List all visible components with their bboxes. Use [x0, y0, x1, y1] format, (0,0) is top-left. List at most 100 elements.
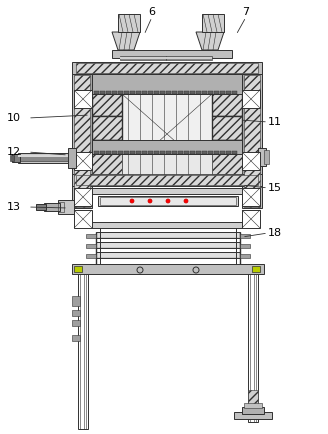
Bar — [240, 254, 250, 258]
Bar — [72, 62, 262, 74]
Bar — [240, 244, 250, 248]
Bar — [92, 188, 242, 194]
Bar — [118, 151, 123, 154]
Bar — [136, 151, 141, 154]
Bar — [232, 91, 237, 94]
Bar — [208, 91, 213, 94]
Bar — [244, 403, 262, 408]
Bar — [74, 90, 92, 108]
Bar — [94, 91, 99, 94]
Bar — [74, 210, 92, 228]
Text: 15: 15 — [268, 183, 282, 193]
Bar — [98, 196, 238, 206]
Bar — [100, 91, 105, 94]
Text: 7: 7 — [242, 7, 250, 17]
Bar — [74, 152, 92, 170]
Bar — [112, 50, 232, 58]
Bar — [18, 155, 76, 161]
Bar — [74, 266, 82, 272]
Bar — [78, 274, 88, 429]
Bar — [97, 253, 239, 257]
Bar — [100, 197, 236, 205]
Bar — [124, 91, 129, 94]
Bar — [232, 151, 237, 154]
Bar — [220, 91, 225, 94]
Bar — [248, 390, 258, 412]
Bar — [208, 151, 213, 154]
Bar — [68, 148, 76, 168]
Bar — [86, 234, 96, 238]
Text: 13: 13 — [7, 202, 21, 212]
Bar — [202, 14, 224, 32]
Bar — [96, 242, 240, 248]
Bar — [226, 151, 231, 154]
Bar — [96, 232, 240, 238]
Bar — [92, 140, 242, 154]
Bar — [120, 56, 166, 60]
Bar — [97, 233, 239, 237]
Bar — [92, 116, 122, 140]
Bar — [226, 91, 231, 94]
Bar — [184, 91, 189, 94]
Bar — [130, 91, 135, 94]
Bar — [242, 90, 260, 108]
Bar — [202, 151, 207, 154]
Circle shape — [184, 199, 188, 203]
Bar — [122, 94, 212, 174]
Bar — [94, 151, 99, 154]
Bar — [86, 254, 96, 258]
Bar — [124, 151, 129, 154]
Bar — [142, 91, 147, 94]
Circle shape — [130, 199, 134, 203]
Bar — [212, 140, 242, 174]
Bar — [72, 264, 264, 274]
Bar — [10, 155, 14, 161]
Bar — [112, 91, 117, 94]
Bar — [112, 151, 117, 154]
Text: 18: 18 — [268, 228, 282, 238]
Bar — [120, 57, 166, 59]
Bar — [106, 91, 111, 94]
Bar — [92, 222, 242, 228]
Bar — [36, 204, 46, 210]
Bar — [72, 174, 262, 186]
Bar — [264, 150, 269, 164]
Bar — [100, 151, 105, 154]
Text: 10: 10 — [7, 113, 21, 123]
Bar — [18, 153, 76, 163]
Polygon shape — [196, 32, 224, 50]
Bar — [212, 74, 242, 116]
Bar — [172, 91, 177, 94]
Bar — [190, 91, 195, 94]
Bar — [202, 91, 207, 94]
Bar — [248, 274, 258, 422]
Bar — [190, 151, 195, 154]
Bar — [148, 91, 153, 94]
Bar — [44, 203, 60, 211]
Bar — [214, 151, 219, 154]
Bar — [242, 210, 260, 228]
Bar — [160, 151, 165, 154]
Bar — [178, 151, 183, 154]
Bar — [184, 151, 189, 154]
Bar — [160, 91, 165, 94]
Bar — [92, 74, 122, 116]
Bar — [72, 335, 80, 341]
Polygon shape — [112, 32, 140, 50]
Bar — [212, 154, 242, 174]
Bar — [252, 266, 260, 272]
Bar — [58, 202, 64, 212]
Text: 12: 12 — [7, 147, 21, 157]
Bar — [166, 151, 171, 154]
Bar — [234, 412, 272, 419]
Bar — [86, 244, 96, 248]
Bar — [130, 151, 135, 154]
Bar — [154, 151, 159, 154]
Bar — [196, 151, 201, 154]
Bar — [154, 91, 159, 94]
Bar — [76, 175, 258, 185]
Bar — [136, 91, 141, 94]
Bar — [118, 14, 140, 32]
Bar — [58, 200, 74, 214]
Bar — [242, 188, 260, 206]
